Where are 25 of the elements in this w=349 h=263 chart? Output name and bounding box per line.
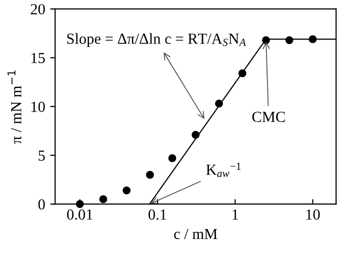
x-tick-label: 1 xyxy=(232,209,238,220)
x-tick-label: 10 xyxy=(306,209,320,220)
annotation: Slope = Δπ/Δln c = RT/A$_{S}$N$_{A}$ xyxy=(67,33,246,47)
y-tick-label: 20 xyxy=(30,4,45,14)
x-tick-label: 0.01 xyxy=(67,209,92,220)
annotation: CMC xyxy=(252,112,285,122)
point xyxy=(215,100,223,108)
point xyxy=(122,186,131,194)
y-tick-label: 5 xyxy=(38,150,45,161)
point xyxy=(262,36,270,44)
y-axis-title: π / mN m$^{−1}$ xyxy=(8,70,22,144)
point xyxy=(192,130,200,139)
point xyxy=(76,200,84,208)
point xyxy=(238,69,246,78)
y-tick-label: 15 xyxy=(31,52,45,64)
y-tick-label: 0 xyxy=(38,199,45,210)
point xyxy=(168,154,176,162)
annotation: K$_{aw}$$^{−1}$ xyxy=(206,162,241,177)
point xyxy=(99,195,108,204)
point xyxy=(285,36,294,44)
point xyxy=(308,35,317,44)
y-tick-label: 10 xyxy=(31,102,45,112)
x-axis-title: c / mM xyxy=(174,228,218,240)
x-tick-label: 0.1 xyxy=(148,209,166,220)
point xyxy=(146,170,154,179)
